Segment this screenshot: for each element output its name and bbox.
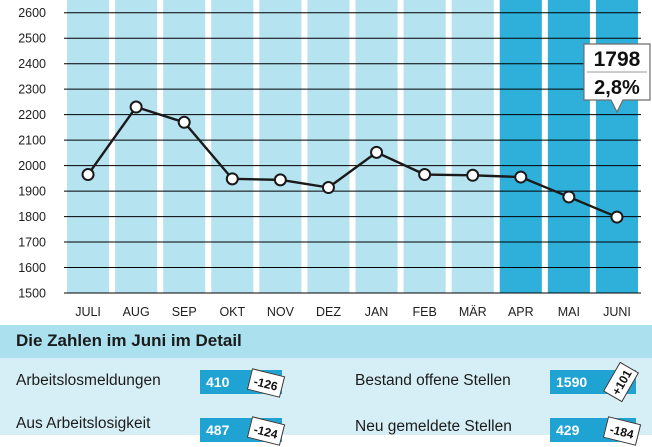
x-tick-label: FEB — [412, 305, 436, 319]
data-point-okt — [225, 172, 239, 186]
y-tick-label: 2000 — [18, 159, 46, 173]
data-point-mär — [466, 168, 480, 182]
column-mai — [547, 0, 590, 293]
column-sep — [163, 0, 206, 293]
y-tick-label: 2100 — [18, 134, 46, 148]
y-tick-label: 2400 — [18, 57, 46, 71]
detail-title: Die Zahlen im Juni im Detail — [16, 331, 242, 350]
stat-value-text: 487 — [206, 422, 230, 438]
x-tick-label: NOV — [267, 305, 295, 319]
stat-value-text: 1590 — [556, 374, 588, 390]
x-tick-label: APR — [508, 305, 534, 319]
y-tick-label: 1900 — [18, 185, 46, 199]
column-aug — [115, 0, 158, 293]
x-tick-label: MAI — [558, 305, 580, 319]
y-tick-label: 2200 — [18, 108, 46, 122]
data-point-feb — [418, 168, 432, 182]
change-tag-bestand-offene-stellen: +101 — [602, 361, 640, 403]
stat-label-aus-arbeitslosigkeit: Aus Arbeitslosigkeit — [16, 415, 151, 432]
column-dez — [307, 0, 350, 293]
column-mär — [451, 0, 494, 293]
x-tick-label: AUG — [123, 305, 150, 319]
data-point-sep — [177, 115, 191, 129]
y-tick-label: 2500 — [18, 32, 46, 46]
chart-area: 1500 1600 1700 1800 1900 2000 2100 2200 2300 2400… — [18, 0, 651, 319]
column-nov — [259, 0, 302, 293]
data-point-juni — [610, 210, 624, 224]
x-tick-label: JAN — [365, 305, 389, 319]
x-tick-label: DEZ — [316, 305, 341, 319]
x-tick-label: JULI — [75, 305, 101, 319]
column-juli — [67, 0, 110, 293]
value-callout — [583, 43, 651, 114]
y-tick-label: 1700 — [18, 236, 46, 250]
data-point-apr — [514, 170, 528, 184]
series-line — [87, 105, 618, 219]
detail-header: Die Zahlen im Juni im Detail — [0, 325, 652, 358]
callout-value: 1798 — [594, 48, 641, 71]
data-point-dez — [321, 181, 335, 195]
detail-panel: Arbeitslosmeldungen 410 -126 Aus Arbeits… — [0, 358, 652, 446]
x-tick-label: OKT — [219, 305, 245, 319]
y-tick-label: 2300 — [18, 83, 46, 97]
data-point-juli — [81, 168, 95, 182]
column-apr — [499, 0, 542, 293]
line-chart: 1500 1600 1700 1800 1900 2000 2100 2200 2300 2400… — [18, 0, 651, 319]
y-tick-label: 1500 — [18, 287, 46, 301]
stat-label-arbeitslosmeldungen: Arbeitslosmeldungen — [16, 372, 161, 389]
callout-percent: 2,8% — [594, 77, 640, 99]
x-tick-label: MÄR — [459, 305, 487, 319]
column-okt — [211, 0, 254, 293]
data-point-jan — [370, 145, 384, 159]
x-tick-label: SEP — [172, 305, 197, 319]
stat-label-neu-gemeldete-stellen: Neu gemeldete Stellen — [355, 418, 512, 435]
x-tick-label: JUNI — [603, 305, 631, 319]
y-tick-label: 1800 — [18, 210, 46, 224]
data-point-nov — [273, 173, 287, 187]
stat-value-text: 410 — [206, 374, 230, 390]
data-point-mai — [562, 190, 576, 204]
y-tick-label: 2600 — [18, 6, 46, 20]
stat-value-text: 429 — [556, 422, 580, 438]
y-tick-label: 1600 — [18, 261, 46, 275]
column-feb — [403, 0, 446, 293]
data-point-aug — [129, 100, 143, 114]
stat-label-bestand-offene-stellen: Bestand offene Stellen — [355, 372, 511, 389]
